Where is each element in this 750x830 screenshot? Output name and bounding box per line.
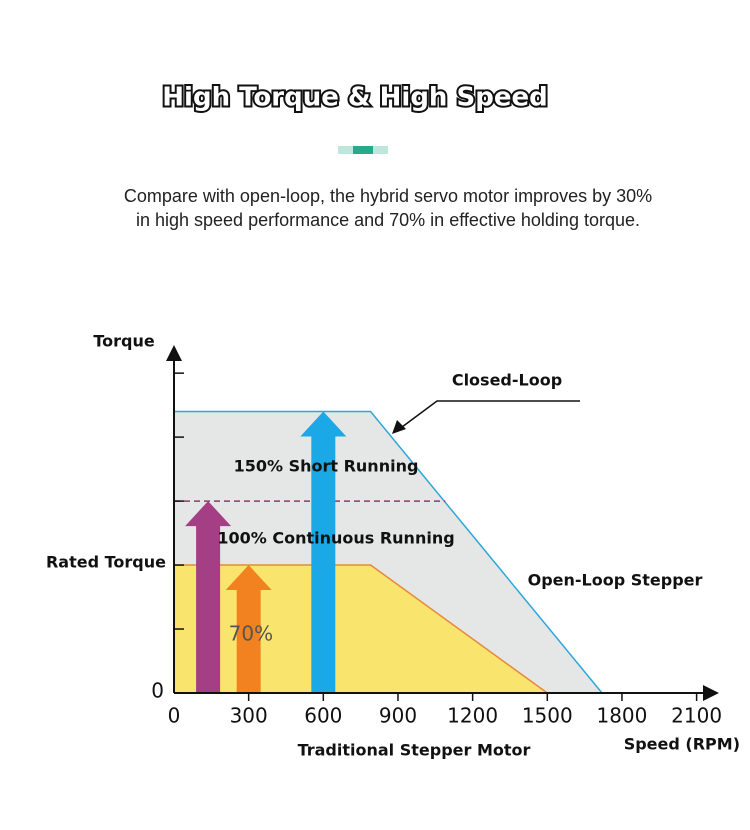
x-tick-label: 1800 xyxy=(596,704,647,728)
x-tick-label: 600 xyxy=(304,704,342,728)
area-fill xyxy=(174,565,548,693)
subtitle: Compare with open-loop, the hybrid servo… xyxy=(124,186,652,206)
arrow xyxy=(185,501,232,693)
x-tick-label: 300 xyxy=(230,704,268,728)
series-label: Closed-Loop xyxy=(452,371,562,390)
y-axis-label: Torque xyxy=(93,332,155,351)
series-label: Open-Loop Stepper xyxy=(528,571,703,590)
x-tick-label: 900 xyxy=(379,704,417,728)
y-axis-arrow xyxy=(166,345,182,361)
pointer xyxy=(397,400,580,431)
plot: 70% 0 Rated Torque 0 300 600 900 1200 1500 1800 21… xyxy=(46,332,740,760)
x-tick-label: 0 xyxy=(168,704,181,728)
x-tick-label: 1200 xyxy=(447,704,498,728)
annotation: 150% Short Running xyxy=(234,457,419,476)
arrow xyxy=(225,565,272,693)
pointer-head xyxy=(392,420,406,434)
title-decoration xyxy=(353,146,373,154)
subtitle: in high speed performance and 70% in eff… xyxy=(136,210,640,230)
annotation: Traditional Stepper Motor xyxy=(298,741,531,760)
series-line xyxy=(174,410,603,694)
arrow-label: 70% xyxy=(229,622,273,646)
x-axis-arrow xyxy=(703,685,719,701)
y-tick-label: 0 xyxy=(151,679,164,703)
x-axis-label: Speed (RPM) xyxy=(624,735,740,754)
x-tick-label: 1500 xyxy=(522,704,573,728)
y-tick-label: Rated Torque xyxy=(46,553,166,572)
chart-title: High Torque & High Speed xyxy=(162,83,547,113)
arrow xyxy=(300,411,347,693)
x-tick-label: 2100 xyxy=(671,704,722,728)
series-line xyxy=(174,564,548,694)
annotation: 100% Continuous Running xyxy=(217,529,454,548)
